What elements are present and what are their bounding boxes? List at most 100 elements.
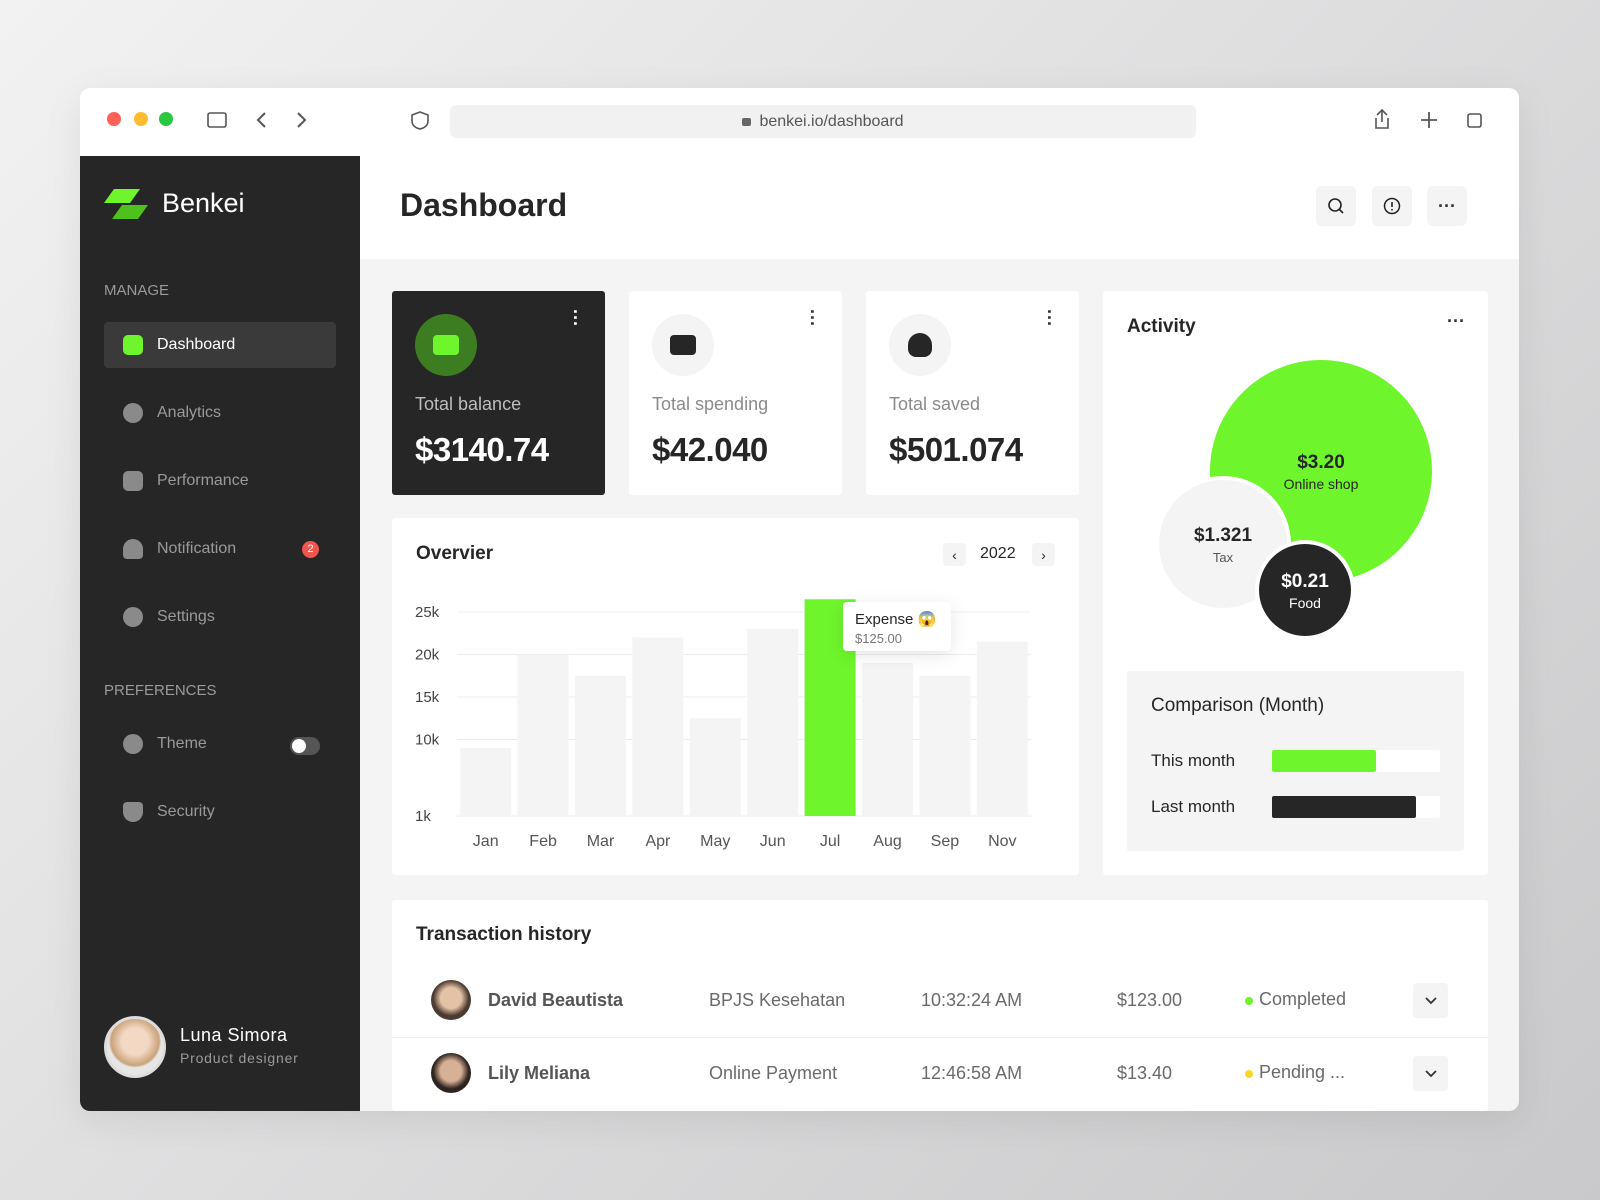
x-tick-label: Jan	[473, 833, 499, 850]
bar	[919, 675, 971, 816]
comparison-label: Last month	[1151, 797, 1236, 816]
bar-chart: 1k 10k 15k 20k 25k Jan Feb Mar Apr May Jun Jul Aug Se…	[415, 599, 1031, 850]
x-tick-label: Mar	[587, 833, 615, 850]
info-button[interactable]	[1372, 186, 1412, 226]
stat-card: ··· Total spending $42.040	[629, 291, 842, 495]
card-menu[interactable]: ···	[565, 309, 585, 327]
bubble	[1159, 480, 1287, 608]
user-role: Product designer	[180, 1050, 299, 1066]
nav-label: Notification	[157, 540, 237, 557]
activity-menu[interactable]: ···	[1447, 311, 1465, 331]
nav-icon	[123, 802, 143, 822]
card-label: Total saved	[889, 394, 981, 414]
nav-item[interactable]: Security	[104, 789, 336, 835]
nav-item[interactable]: Performance	[104, 458, 336, 504]
maximize-button[interactable]	[159, 112, 173, 126]
expand-button[interactable]	[1413, 983, 1448, 1018]
nav-label: Theme	[157, 735, 207, 752]
x-tick-label: Nov	[988, 833, 1016, 850]
chevron	[1424, 996, 1437, 1004]
card-menu[interactable]: ···	[1039, 309, 1059, 327]
nav-item[interactable]: Analytics	[104, 390, 336, 436]
bubble-label: Online shop	[1284, 476, 1359, 492]
nav-label: Performance	[157, 472, 249, 489]
nav-icon	[123, 335, 143, 355]
status-dot	[1245, 1070, 1253, 1078]
search-icon	[1328, 198, 1344, 214]
nav-icon	[123, 471, 143, 491]
card-value: $501.074	[889, 431, 1023, 468]
description: BPJS Kesehatan	[709, 990, 846, 1010]
minimize-button[interactable]	[134, 112, 148, 126]
next-year-button[interactable]: ›	[1032, 543, 1055, 566]
nav-item[interactable]: Settings	[104, 594, 336, 640]
avatar	[431, 980, 471, 1020]
chart-title: Overvier	[416, 543, 494, 564]
nav-item[interactable]: Theme	[104, 721, 336, 767]
more-button[interactable]: ···	[1427, 186, 1467, 226]
tooltip-text: $125.00	[855, 631, 902, 646]
bubble	[1259, 544, 1351, 636]
back-button[interactable]	[256, 112, 266, 128]
nav-item[interactable]: Dashboard	[104, 322, 336, 368]
time: 10:32:24 AM	[921, 990, 1023, 1010]
bubble-label: Tax	[1213, 550, 1234, 565]
stat-card: ··· Total saved $501.074	[866, 291, 1079, 495]
comparison-bar	[1272, 750, 1377, 772]
url-bar[interactable]: benkei.io/dashboard	[450, 105, 1196, 138]
nav-icon	[123, 734, 143, 754]
chevron	[1424, 1069, 1437, 1077]
section-title: MANAGE	[104, 282, 170, 299]
y-tick-label: 15k	[415, 689, 440, 706]
card-value: $42.040	[652, 431, 768, 468]
transactions-title: Transaction history	[416, 924, 592, 945]
nav-item[interactable]: Notification	[104, 526, 336, 572]
nav-label: Security	[157, 803, 215, 820]
time: 12:46:58 AM	[921, 1063, 1023, 1083]
search-button[interactable]	[1316, 186, 1356, 226]
card-menu[interactable]: ···	[802, 309, 822, 327]
y-tick-label: 1k	[415, 808, 431, 825]
status: Completed	[1259, 989, 1347, 1009]
lock-icon	[742, 117, 752, 126]
shield-icon[interactable]	[411, 111, 429, 130]
tooltip: Expense 😱 $125.00	[843, 602, 951, 651]
x-tick-label: Apr	[645, 833, 671, 850]
comparison-track	[1272, 750, 1440, 772]
share-button[interactable]	[1375, 108, 1389, 129]
wallet-icon	[670, 335, 696, 355]
comparison-panel: Comparison (Month) This month Last month	[1127, 671, 1464, 851]
nav-label: Analytics	[157, 404, 222, 421]
activity-title: Activity	[1127, 316, 1196, 337]
amount: $13.40	[1117, 1063, 1173, 1083]
toggle-knob	[292, 739, 306, 753]
new-tab-button[interactable]	[1421, 112, 1437, 128]
expand-button[interactable]	[1413, 1056, 1448, 1091]
saving-icon	[908, 333, 932, 357]
comparison-label: This month	[1151, 751, 1236, 770]
prev-year-button[interactable]: ‹	[943, 543, 966, 566]
comparison-track	[1272, 796, 1440, 818]
status-dot	[1245, 997, 1253, 1005]
info-icon	[1383, 197, 1401, 215]
x-tick-label: Sep	[931, 833, 960, 850]
bar	[517, 654, 569, 816]
card-icon	[889, 314, 951, 376]
card-label: Total balance	[415, 394, 522, 414]
sidebar-toggle[interactable]	[207, 112, 227, 128]
theme-toggle[interactable]	[290, 737, 320, 755]
close-button[interactable]	[107, 112, 121, 126]
wallet-icon	[433, 335, 459, 355]
y-tick-label: 20k	[415, 647, 440, 664]
tooltip-title: Expense 😱	[855, 611, 937, 628]
forward-button[interactable]	[297, 112, 307, 128]
payer-name: Lily Meliana	[488, 1063, 591, 1083]
x-tick-label: Jun	[760, 833, 786, 850]
nav-label: Dashboard	[157, 336, 236, 353]
y-tick-label: 10k	[415, 732, 440, 749]
card-value: $3140.74	[415, 431, 549, 468]
tabs-button[interactable]	[1467, 113, 1482, 128]
url-text: benkei.io/dashboard	[759, 112, 904, 130]
